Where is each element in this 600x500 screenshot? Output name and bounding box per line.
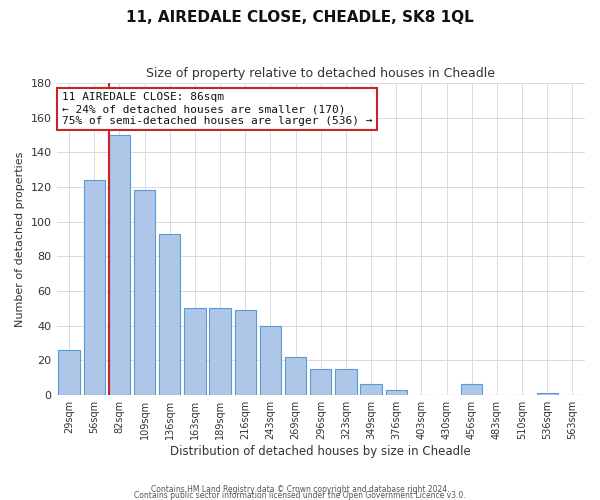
Bar <box>335 369 356 395</box>
Bar <box>159 234 181 395</box>
Bar <box>109 135 130 395</box>
Y-axis label: Number of detached properties: Number of detached properties <box>15 152 25 326</box>
Text: 11, AIREDALE CLOSE, CHEADLE, SK8 1QL: 11, AIREDALE CLOSE, CHEADLE, SK8 1QL <box>126 10 474 25</box>
Bar <box>184 308 206 395</box>
Bar <box>361 384 382 395</box>
Bar <box>260 326 281 395</box>
X-axis label: Distribution of detached houses by size in Cheadle: Distribution of detached houses by size … <box>170 444 471 458</box>
Bar <box>235 310 256 395</box>
Text: Contains public sector information licensed under the Open Government Licence v3: Contains public sector information licen… <box>134 490 466 500</box>
Bar <box>386 390 407 395</box>
Bar <box>134 190 155 395</box>
Text: Contains HM Land Registry data © Crown copyright and database right 2024.: Contains HM Land Registry data © Crown c… <box>151 484 449 494</box>
Bar <box>58 350 80 395</box>
Bar <box>461 384 482 395</box>
Bar <box>83 180 105 395</box>
Text: 11 AIREDALE CLOSE: 86sqm
← 24% of detached houses are smaller (170)
75% of semi-: 11 AIREDALE CLOSE: 86sqm ← 24% of detach… <box>62 92 373 126</box>
Title: Size of property relative to detached houses in Cheadle: Size of property relative to detached ho… <box>146 68 495 80</box>
Bar <box>209 308 231 395</box>
Bar <box>285 356 307 395</box>
Bar <box>536 393 558 395</box>
Bar <box>310 369 331 395</box>
